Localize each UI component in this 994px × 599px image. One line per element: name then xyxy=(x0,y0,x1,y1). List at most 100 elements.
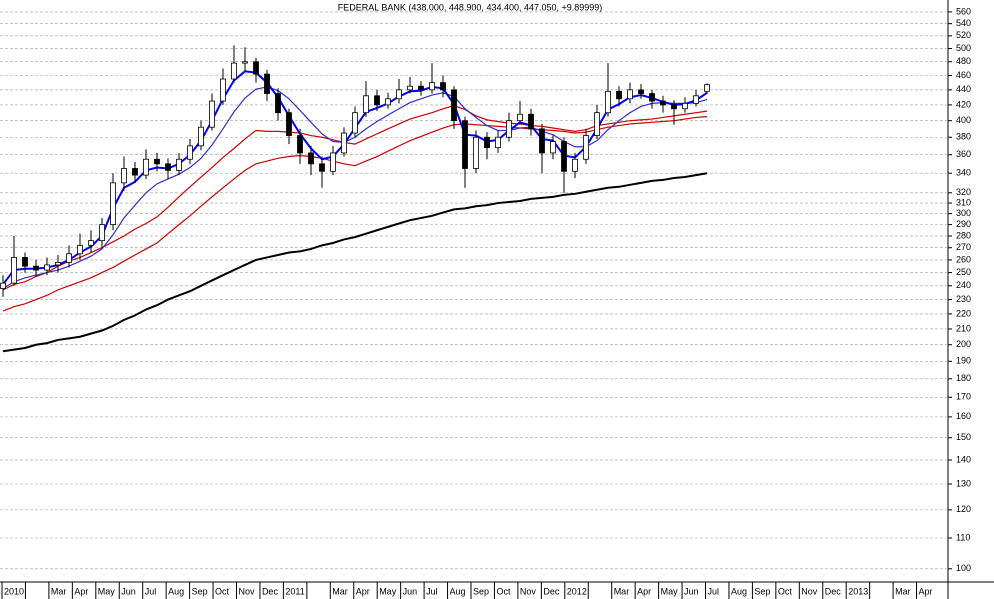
y-tick-label: 290 xyxy=(956,219,971,229)
candle-body xyxy=(77,244,83,255)
y-tick-label: 480 xyxy=(956,56,971,66)
candle-body xyxy=(154,158,160,165)
candle-body xyxy=(11,257,17,284)
y-tick-label: 150 xyxy=(956,432,971,442)
candle-body xyxy=(550,141,556,154)
x-tick-label: Apr xyxy=(637,586,651,596)
x-tick-label: Dec xyxy=(543,586,560,596)
x-tick-label: Jul xyxy=(426,586,438,596)
y-tick-label: 220 xyxy=(956,308,971,318)
y-tick-label: 460 xyxy=(956,70,971,80)
x-tick-label: Nov xyxy=(239,586,256,596)
candle-body xyxy=(407,85,413,91)
candle-body xyxy=(132,168,138,176)
x-tick-label: May xyxy=(98,586,116,596)
candle-body xyxy=(44,264,50,271)
x-tick-label: Nov xyxy=(801,586,818,596)
candle-body xyxy=(605,90,611,114)
candle-body xyxy=(352,112,358,134)
y-tick-label: 310 xyxy=(956,197,971,207)
candle-body xyxy=(594,112,600,136)
y-tick-label: 560 xyxy=(956,6,971,16)
candle-body xyxy=(539,128,545,154)
candle-body xyxy=(121,168,127,184)
candle-body xyxy=(517,113,523,122)
candle-body xyxy=(440,82,446,91)
candle-body xyxy=(286,112,292,136)
x-tick-label: May xyxy=(661,586,679,596)
y-tick-label: 260 xyxy=(956,254,971,264)
candle-body xyxy=(209,100,215,128)
y-tick-label: 440 xyxy=(956,84,971,94)
candle-body xyxy=(396,89,402,100)
y-tick-label: 130 xyxy=(956,478,971,488)
x-tick-label: Sep xyxy=(192,586,208,596)
moving-average-line xyxy=(2,116,708,312)
candle-body xyxy=(33,265,39,271)
candle-body xyxy=(110,182,116,226)
x-tick-label: Jun xyxy=(684,586,699,596)
x-tick-label: Oct xyxy=(778,586,793,596)
candle-body xyxy=(495,136,501,149)
y-tick-label: 360 xyxy=(956,149,971,159)
candle-body xyxy=(330,152,336,172)
y-tick-label: 280 xyxy=(956,230,971,240)
candle-body xyxy=(462,120,468,169)
y-tick-label: 540 xyxy=(956,18,971,28)
candle-body xyxy=(484,136,490,149)
candle-body xyxy=(253,61,259,75)
x-tick-label: 2012 xyxy=(567,586,587,596)
x-tick-label: Oct xyxy=(496,586,511,596)
candle-body xyxy=(418,85,424,91)
chart-title: FEDERAL BANK (438.000, 448.900, 434.400,… xyxy=(338,2,603,12)
x-tick-label: 2011 xyxy=(285,586,304,596)
x-tick-label: Aug xyxy=(731,586,747,596)
x-tick-label: Mar xyxy=(51,586,67,596)
x-tick-label: 2010 xyxy=(4,586,24,596)
x-tick-label: Jul xyxy=(708,586,720,596)
candle-body xyxy=(55,262,61,266)
candle-body xyxy=(627,89,633,100)
candle-body xyxy=(187,145,193,160)
candle-body xyxy=(66,253,72,263)
candle-body xyxy=(220,78,226,102)
x-tick-label: Aug xyxy=(450,586,466,596)
candle-body xyxy=(374,95,380,106)
candle-body xyxy=(99,224,105,242)
x-tick-label: Mar xyxy=(614,586,630,596)
y-tick-label: 320 xyxy=(956,187,971,197)
x-tick-label: 2013 xyxy=(848,586,868,596)
candle-body xyxy=(88,240,94,246)
x-tick-label: Nov xyxy=(520,586,537,596)
candle-body xyxy=(451,89,457,122)
y-tick-label: 100 xyxy=(956,563,971,573)
candle-body xyxy=(308,152,314,165)
candle-body xyxy=(671,104,677,110)
x-tick-label: May xyxy=(379,586,397,596)
candle-body xyxy=(297,135,303,154)
y-tick-label: 240 xyxy=(956,280,971,290)
y-tick-label: 420 xyxy=(956,99,971,109)
candle-body xyxy=(429,82,435,91)
candle-body xyxy=(583,135,589,160)
y-tick-label: 110 xyxy=(956,532,970,542)
x-tick-label: Mar xyxy=(332,586,348,596)
candle-body xyxy=(572,158,578,172)
candle-body xyxy=(231,62,237,80)
x-tick-label: Jul xyxy=(145,586,157,596)
moving-average-line xyxy=(2,172,708,353)
candle-body xyxy=(704,84,710,92)
candle-body xyxy=(561,141,567,172)
candle-body xyxy=(363,95,369,114)
candle-body xyxy=(385,98,391,106)
candle-body xyxy=(660,100,666,106)
x-tick-label: Jun xyxy=(121,586,136,596)
x-tick-label: Apr xyxy=(919,586,933,596)
x-tick-label: Oct xyxy=(215,586,230,596)
y-tick-label: 270 xyxy=(956,242,971,252)
candle-body xyxy=(473,136,479,169)
y-tick-label: 380 xyxy=(956,132,971,142)
y-tick-label: 230 xyxy=(956,294,971,304)
x-tick-label: Mar xyxy=(895,586,911,596)
